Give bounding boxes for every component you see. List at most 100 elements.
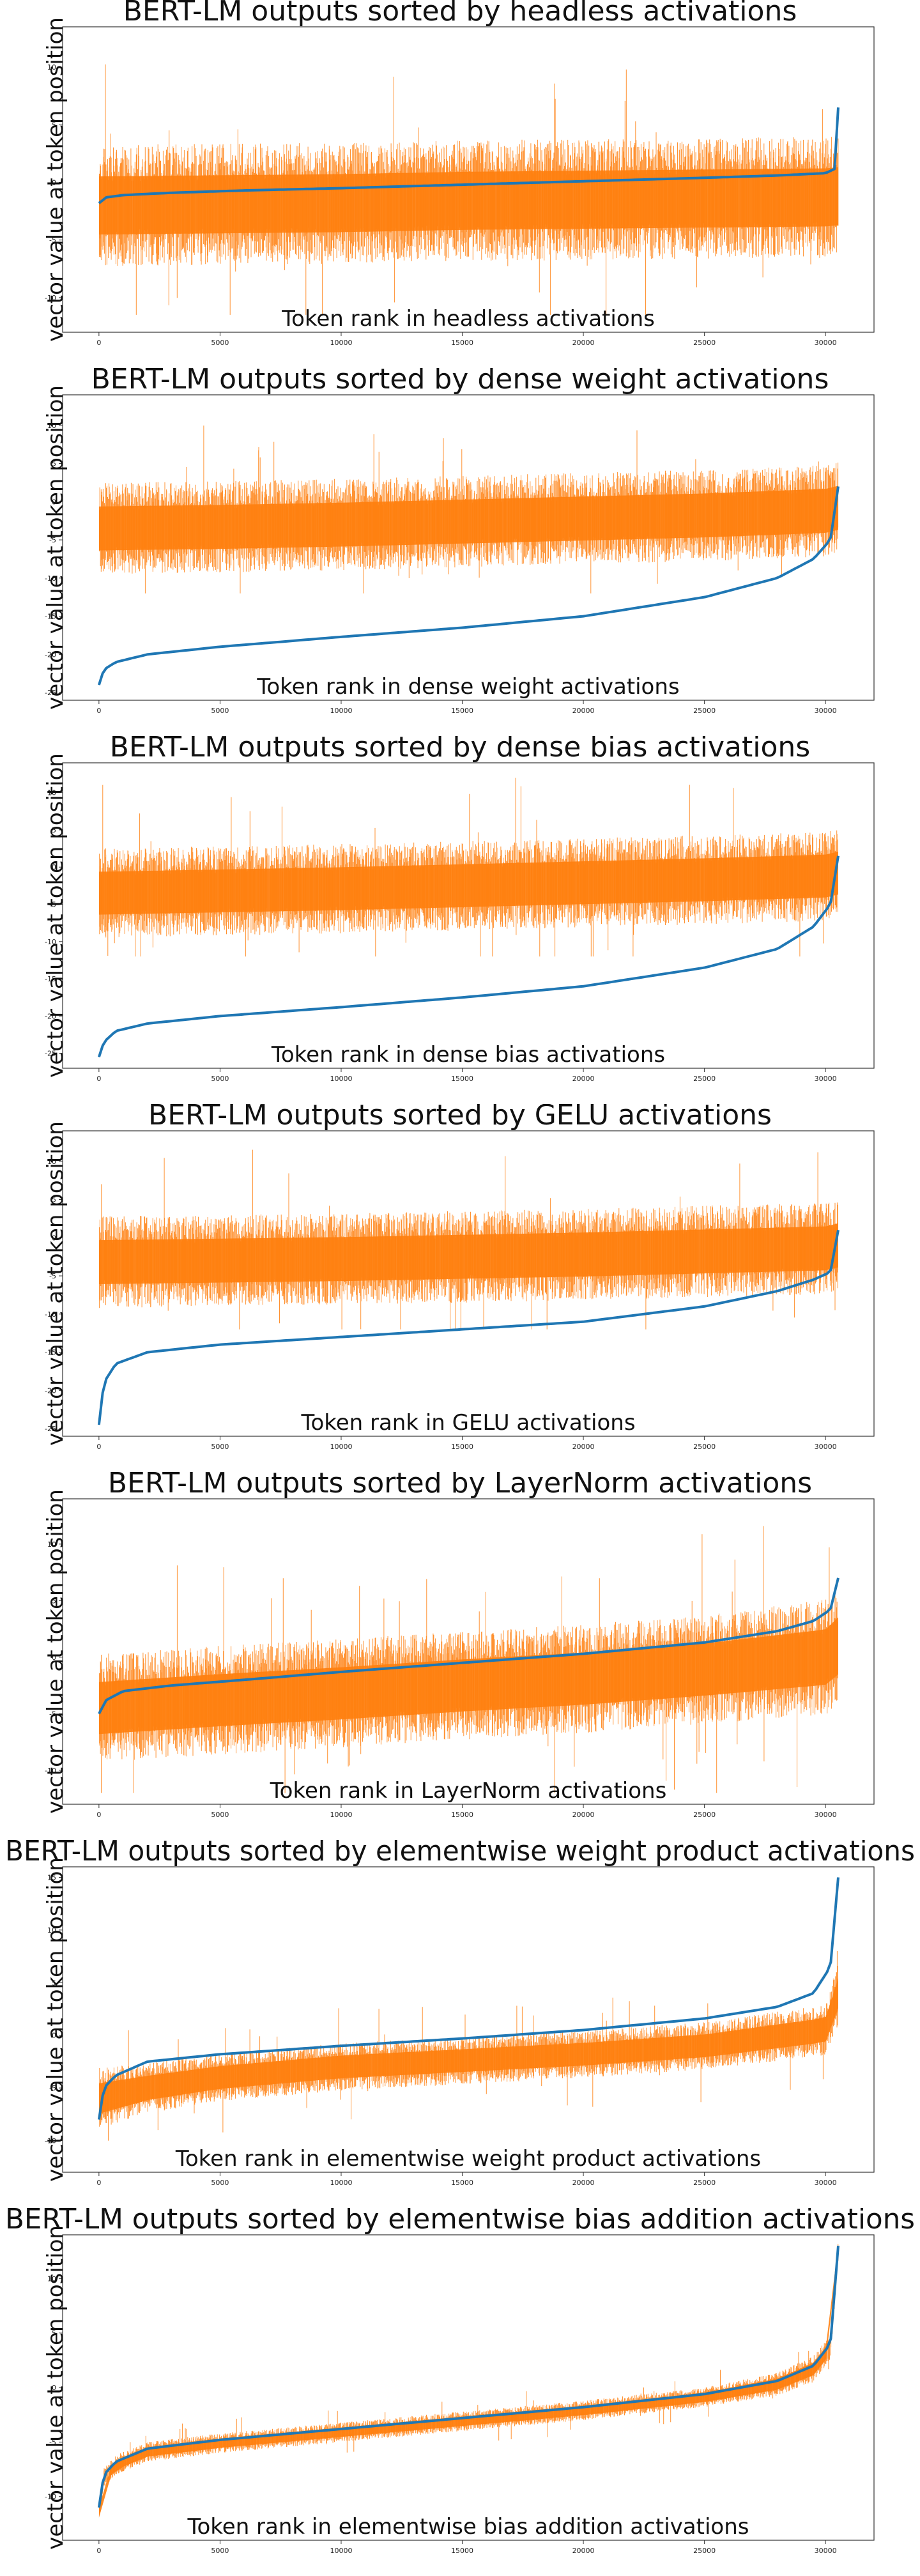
y-tick-label: -25 (45, 689, 56, 697)
x-tick-label: 20000 (572, 2547, 595, 2555)
x-tick-label: 20000 (572, 1811, 595, 1819)
y-tick-label: 10 (47, 789, 56, 797)
chart-title: BERT-LM outputs sorted by elementwise we… (5, 1840, 915, 1867)
chart-panel: 0 5000 10000 15000 20000 25000 30000 -25 -20 -15 -… (0, 368, 920, 736)
axes-frame (62, 394, 875, 701)
y-tick-label: 5 (52, 826, 56, 834)
x-tick-label: 20000 (572, 2179, 595, 2187)
y-tick-label: -5 (49, 536, 56, 544)
y-tick-label: -10 (45, 2493, 56, 2501)
y-tick-label: -20 (45, 1386, 56, 1395)
x-tick-label: 30000 (815, 707, 837, 715)
x-tick-label: 15000 (451, 1075, 473, 1083)
y-tick-label: 5 (52, 1597, 56, 1605)
y-tick-label: 10 (47, 1926, 56, 1935)
sorted-series-line (98, 107, 839, 204)
y-tick-label: -10 (45, 574, 56, 583)
x-tick-label: 20000 (572, 1075, 595, 1083)
x-tick-label: 10000 (330, 1443, 352, 1451)
y-tick-label: -10 (45, 938, 56, 946)
outputs-series-line (99, 2244, 839, 2515)
x-tick-label: 0 (96, 707, 101, 715)
x-tick-label: 20000 (572, 1443, 595, 1451)
y-axis-label: vector value at token position (43, 1489, 68, 1814)
x-tick-label: 15000 (451, 2547, 473, 2555)
chart-svg: 0 5000 10000 15000 20000 25000 30000 -10 -5 0 5 10 1… (5, 1840, 915, 2187)
x-tick-label: 0 (96, 2547, 101, 2555)
axes-frame (62, 1498, 875, 1805)
y-axis-label: vector value at token position (43, 2225, 68, 2550)
axes-frame (62, 762, 875, 1069)
y-tick-label: 10 (47, 63, 56, 72)
x-axis-label: Token rank in LayerNorm activations (270, 1778, 667, 1804)
y-tick-label: -5 (49, 1272, 56, 1280)
x-axis-label: Token rank in dense bias activations (271, 1042, 665, 1068)
x-tick-label: 15000 (451, 707, 473, 715)
x-tick-label: 30000 (815, 2179, 837, 2187)
x-tick-label: 5000 (211, 707, 229, 715)
chart-svg: 0 5000 10000 15000 20000 25000 30000 -25 -20 -15 -… (43, 1104, 875, 1451)
y-tick-label: 5 (52, 2329, 56, 2338)
chart-title: BERT-LM outputs sorted by GELU activatio… (148, 1104, 772, 1131)
axes-frame (62, 1866, 875, 2173)
y-tick-label: 0 (52, 179, 56, 187)
y-tick-label: -10 (45, 1310, 56, 1319)
x-tick-label: 10000 (330, 2547, 352, 2555)
y-tick-label: 5 (52, 1979, 56, 1987)
x-tick-label: 30000 (815, 2547, 837, 2555)
y-tick-label: -15 (45, 1349, 56, 1357)
x-tick-label: 5000 (211, 1443, 229, 1451)
chart-panel: 0 5000 10000 15000 20000 25000 30000 -10 -5 0 5 10 B… (0, 2208, 920, 2576)
sorted-series-line (98, 1577, 839, 1715)
sorted-series-line (97, 1229, 839, 1425)
x-tick-label: 10000 (330, 707, 352, 715)
y-tick-label: 0 (52, 2384, 56, 2392)
chart-title: BERT-LM outputs sorted by elementwise bi… (5, 2208, 915, 2235)
y-tick-label: -5 (49, 2438, 56, 2446)
y-axis-label: vector value at token position (43, 385, 68, 710)
x-tick-label: 10000 (330, 339, 352, 347)
chart-panel: 0 5000 10000 15000 20000 25000 30000 -10 -5 0 5 10 B… (0, 0, 920, 368)
x-tick-label: 25000 (693, 1075, 716, 1083)
y-tick-label: 0 (52, 863, 56, 871)
x-tick-label: 0 (96, 339, 101, 347)
y-tick-label: -5 (49, 236, 56, 245)
x-tick-label: 0 (96, 1811, 101, 1819)
y-tick-label: -15 (45, 613, 56, 621)
y-tick-label: -5 (49, 2084, 56, 2092)
y-tick-label: -25 (45, 1050, 56, 1058)
y-tick-label: -15 (45, 975, 56, 983)
x-tick-label: 25000 (693, 339, 716, 347)
chart-title: BERT-LM outputs sorted by dense bias act… (110, 736, 810, 763)
x-tick-label: 0 (96, 2179, 101, 2187)
chart-svg: 0 5000 10000 15000 20000 25000 30000 -25 -20 -15 -… (43, 736, 875, 1083)
x-tick-label: 30000 (815, 1443, 837, 1451)
x-tick-label: 30000 (815, 1811, 837, 1819)
x-tick-label: 15000 (451, 1443, 473, 1451)
y-tick-label: 10 (47, 422, 56, 430)
outputs-series-line (99, 425, 839, 594)
y-tick-label: -10 (45, 294, 56, 302)
y-tick-label: 5 (52, 460, 56, 468)
x-tick-label: 5000 (211, 2179, 229, 2187)
x-tick-label: 25000 (693, 1443, 716, 1451)
x-tick-label: 5000 (211, 339, 229, 347)
chart-svg: 0 5000 10000 15000 20000 25000 30000 -10 -5 0 5 10 B… (43, 1472, 875, 1819)
y-tick-label: 15 (47, 1873, 56, 1882)
axes-frame (62, 26, 875, 333)
chart-svg: 0 5000 10000 15000 20000 25000 30000 -10 -5 0 5 10 B… (5, 2208, 915, 2555)
x-tick-label: 5000 (211, 1075, 229, 1083)
x-tick-label: 25000 (693, 2179, 716, 2187)
outputs-series-line (99, 1526, 838, 1793)
x-tick-label: 10000 (330, 1811, 352, 1819)
y-tick-label: 10 (47, 2274, 56, 2283)
chart-panel: 0 5000 10000 15000 20000 25000 30000 -25 -20 -15 -… (0, 736, 920, 1104)
sorted-series-line (97, 2245, 839, 2508)
chart-title: BERT-LM outputs sorted by LayerNorm acti… (108, 1472, 812, 1499)
x-tick-label: 10000 (330, 2179, 352, 2187)
y-tick-label: -10 (45, 1767, 56, 1775)
y-tick-label: 5 (52, 121, 56, 129)
chart-svg: 0 5000 10000 15000 20000 25000 30000 -25 -20 -15 -… (43, 368, 875, 715)
chart-panel: 0 5000 10000 15000 20000 25000 30000 -10 -5 0 5 10 B… (0, 1472, 920, 1840)
